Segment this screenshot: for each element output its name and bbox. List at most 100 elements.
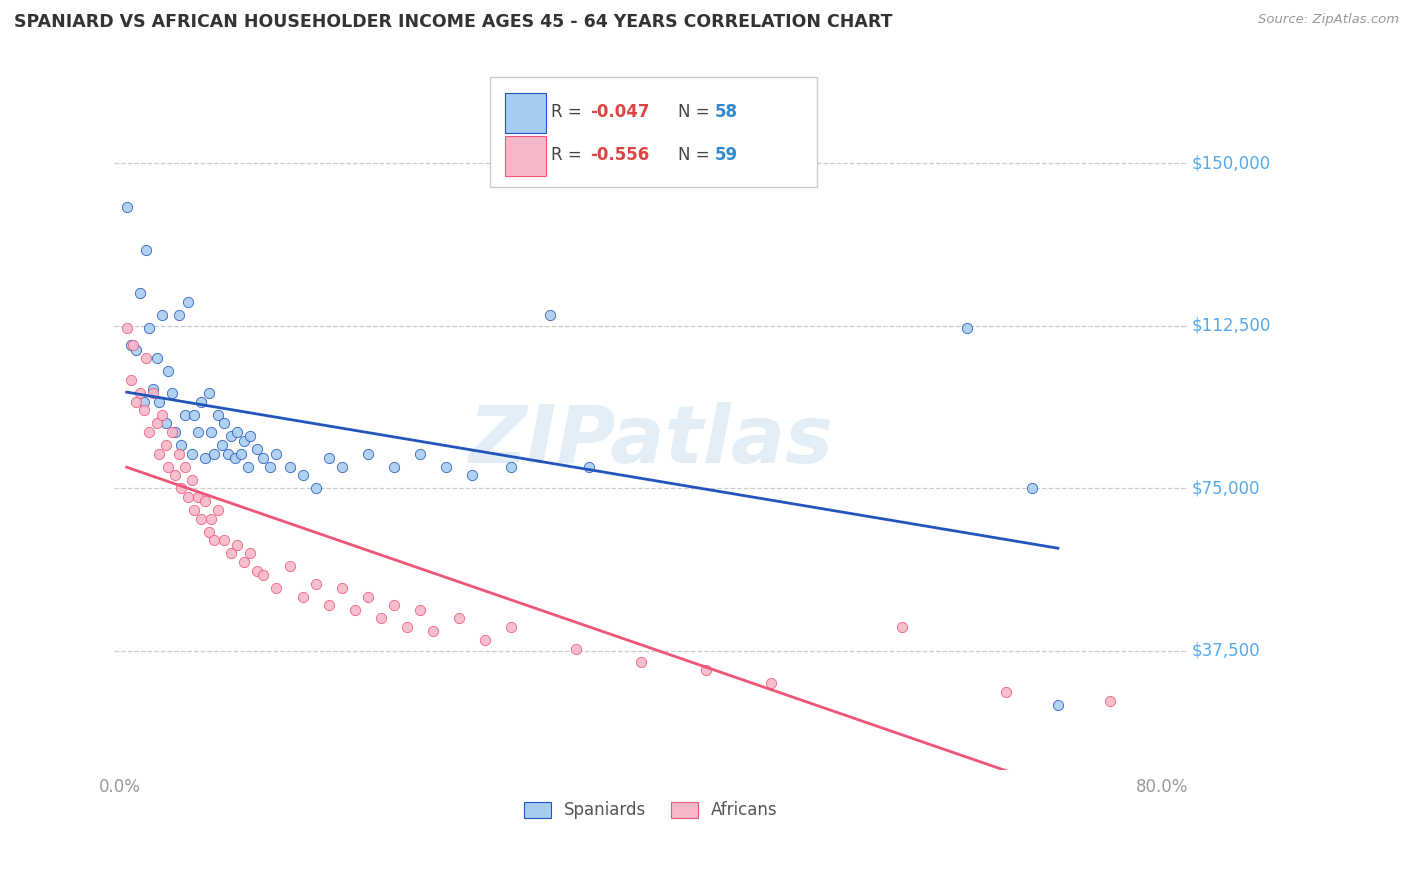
FancyBboxPatch shape [489, 77, 817, 187]
Point [138, 425, 160, 439]
Point [157, 459, 180, 474]
Point [142, 382, 165, 396]
Point [207, 503, 229, 517]
Text: $112,500: $112,500 [1192, 317, 1271, 334]
Point [211, 438, 233, 452]
Point [266, 447, 288, 461]
Point [202, 533, 225, 548]
Point [132, 394, 155, 409]
Point [219, 429, 242, 443]
Point [226, 538, 249, 552]
Point [217, 447, 239, 461]
Point [330, 459, 353, 474]
Text: R =: R = [551, 103, 586, 121]
Legend: Spaniards, Africans: Spaniards, Africans [517, 795, 785, 826]
Point [145, 351, 167, 366]
Point [167, 308, 190, 322]
Point [422, 624, 444, 639]
Point [409, 447, 432, 461]
Point [177, 490, 200, 504]
Point [115, 321, 138, 335]
Text: N =: N = [678, 146, 714, 164]
Point [956, 321, 979, 335]
Point [630, 655, 652, 669]
Point [214, 417, 236, 431]
Point [565, 641, 588, 656]
Point [356, 590, 378, 604]
Point [167, 447, 190, 461]
Text: Source: ZipAtlas.com: Source: ZipAtlas.com [1258, 13, 1399, 27]
Point [120, 373, 142, 387]
Point [382, 599, 405, 613]
Point [304, 482, 326, 496]
Text: N =: N = [678, 103, 714, 121]
Point [200, 512, 222, 526]
Point [155, 438, 177, 452]
Point [318, 451, 340, 466]
Point [125, 343, 148, 357]
Point [187, 425, 209, 439]
Point [197, 524, 219, 539]
Point [447, 611, 470, 625]
Point [214, 533, 236, 548]
Point [318, 599, 340, 613]
Point [180, 473, 202, 487]
Point [1021, 482, 1043, 496]
Point [382, 459, 405, 474]
Point [343, 603, 366, 617]
Point [115, 200, 138, 214]
Point [330, 581, 353, 595]
Point [578, 459, 600, 474]
Point [278, 559, 301, 574]
Point [219, 546, 242, 560]
Point [202, 447, 225, 461]
Point [236, 459, 259, 474]
Point [135, 351, 157, 366]
Point [177, 295, 200, 310]
Point [180, 447, 202, 461]
Point [170, 438, 193, 452]
Point [1098, 694, 1121, 708]
Point [304, 576, 326, 591]
Text: $37,500: $37,500 [1192, 642, 1261, 660]
Point [761, 676, 783, 690]
Point [224, 451, 246, 466]
Point [231, 447, 253, 461]
Point [246, 564, 269, 578]
Point [1046, 698, 1069, 712]
Point [232, 555, 254, 569]
Point [246, 442, 269, 457]
Point [278, 459, 301, 474]
Point [499, 620, 522, 634]
Point [174, 408, 197, 422]
Point [474, 633, 496, 648]
Point [183, 408, 205, 422]
Point [266, 581, 288, 595]
Text: ZIPatlas: ZIPatlas [468, 402, 834, 480]
Point [232, 434, 254, 448]
Point [190, 394, 212, 409]
Point [207, 408, 229, 422]
Point [226, 425, 249, 439]
Point [409, 603, 432, 617]
Text: $75,000: $75,000 [1192, 479, 1261, 498]
Point [163, 468, 186, 483]
Point [138, 321, 160, 335]
Point [163, 425, 186, 439]
Text: $150,000: $150,000 [1192, 154, 1271, 172]
Point [197, 386, 219, 401]
Point [499, 459, 522, 474]
Point [145, 417, 167, 431]
Point [187, 490, 209, 504]
Point [252, 568, 274, 582]
Point [122, 338, 145, 352]
Point [356, 447, 378, 461]
Point [150, 308, 173, 322]
Point [252, 451, 274, 466]
Point [162, 386, 184, 401]
Point [128, 286, 150, 301]
Point [239, 546, 262, 560]
Text: -0.556: -0.556 [589, 146, 650, 164]
Point [194, 451, 217, 466]
Point [157, 364, 180, 378]
